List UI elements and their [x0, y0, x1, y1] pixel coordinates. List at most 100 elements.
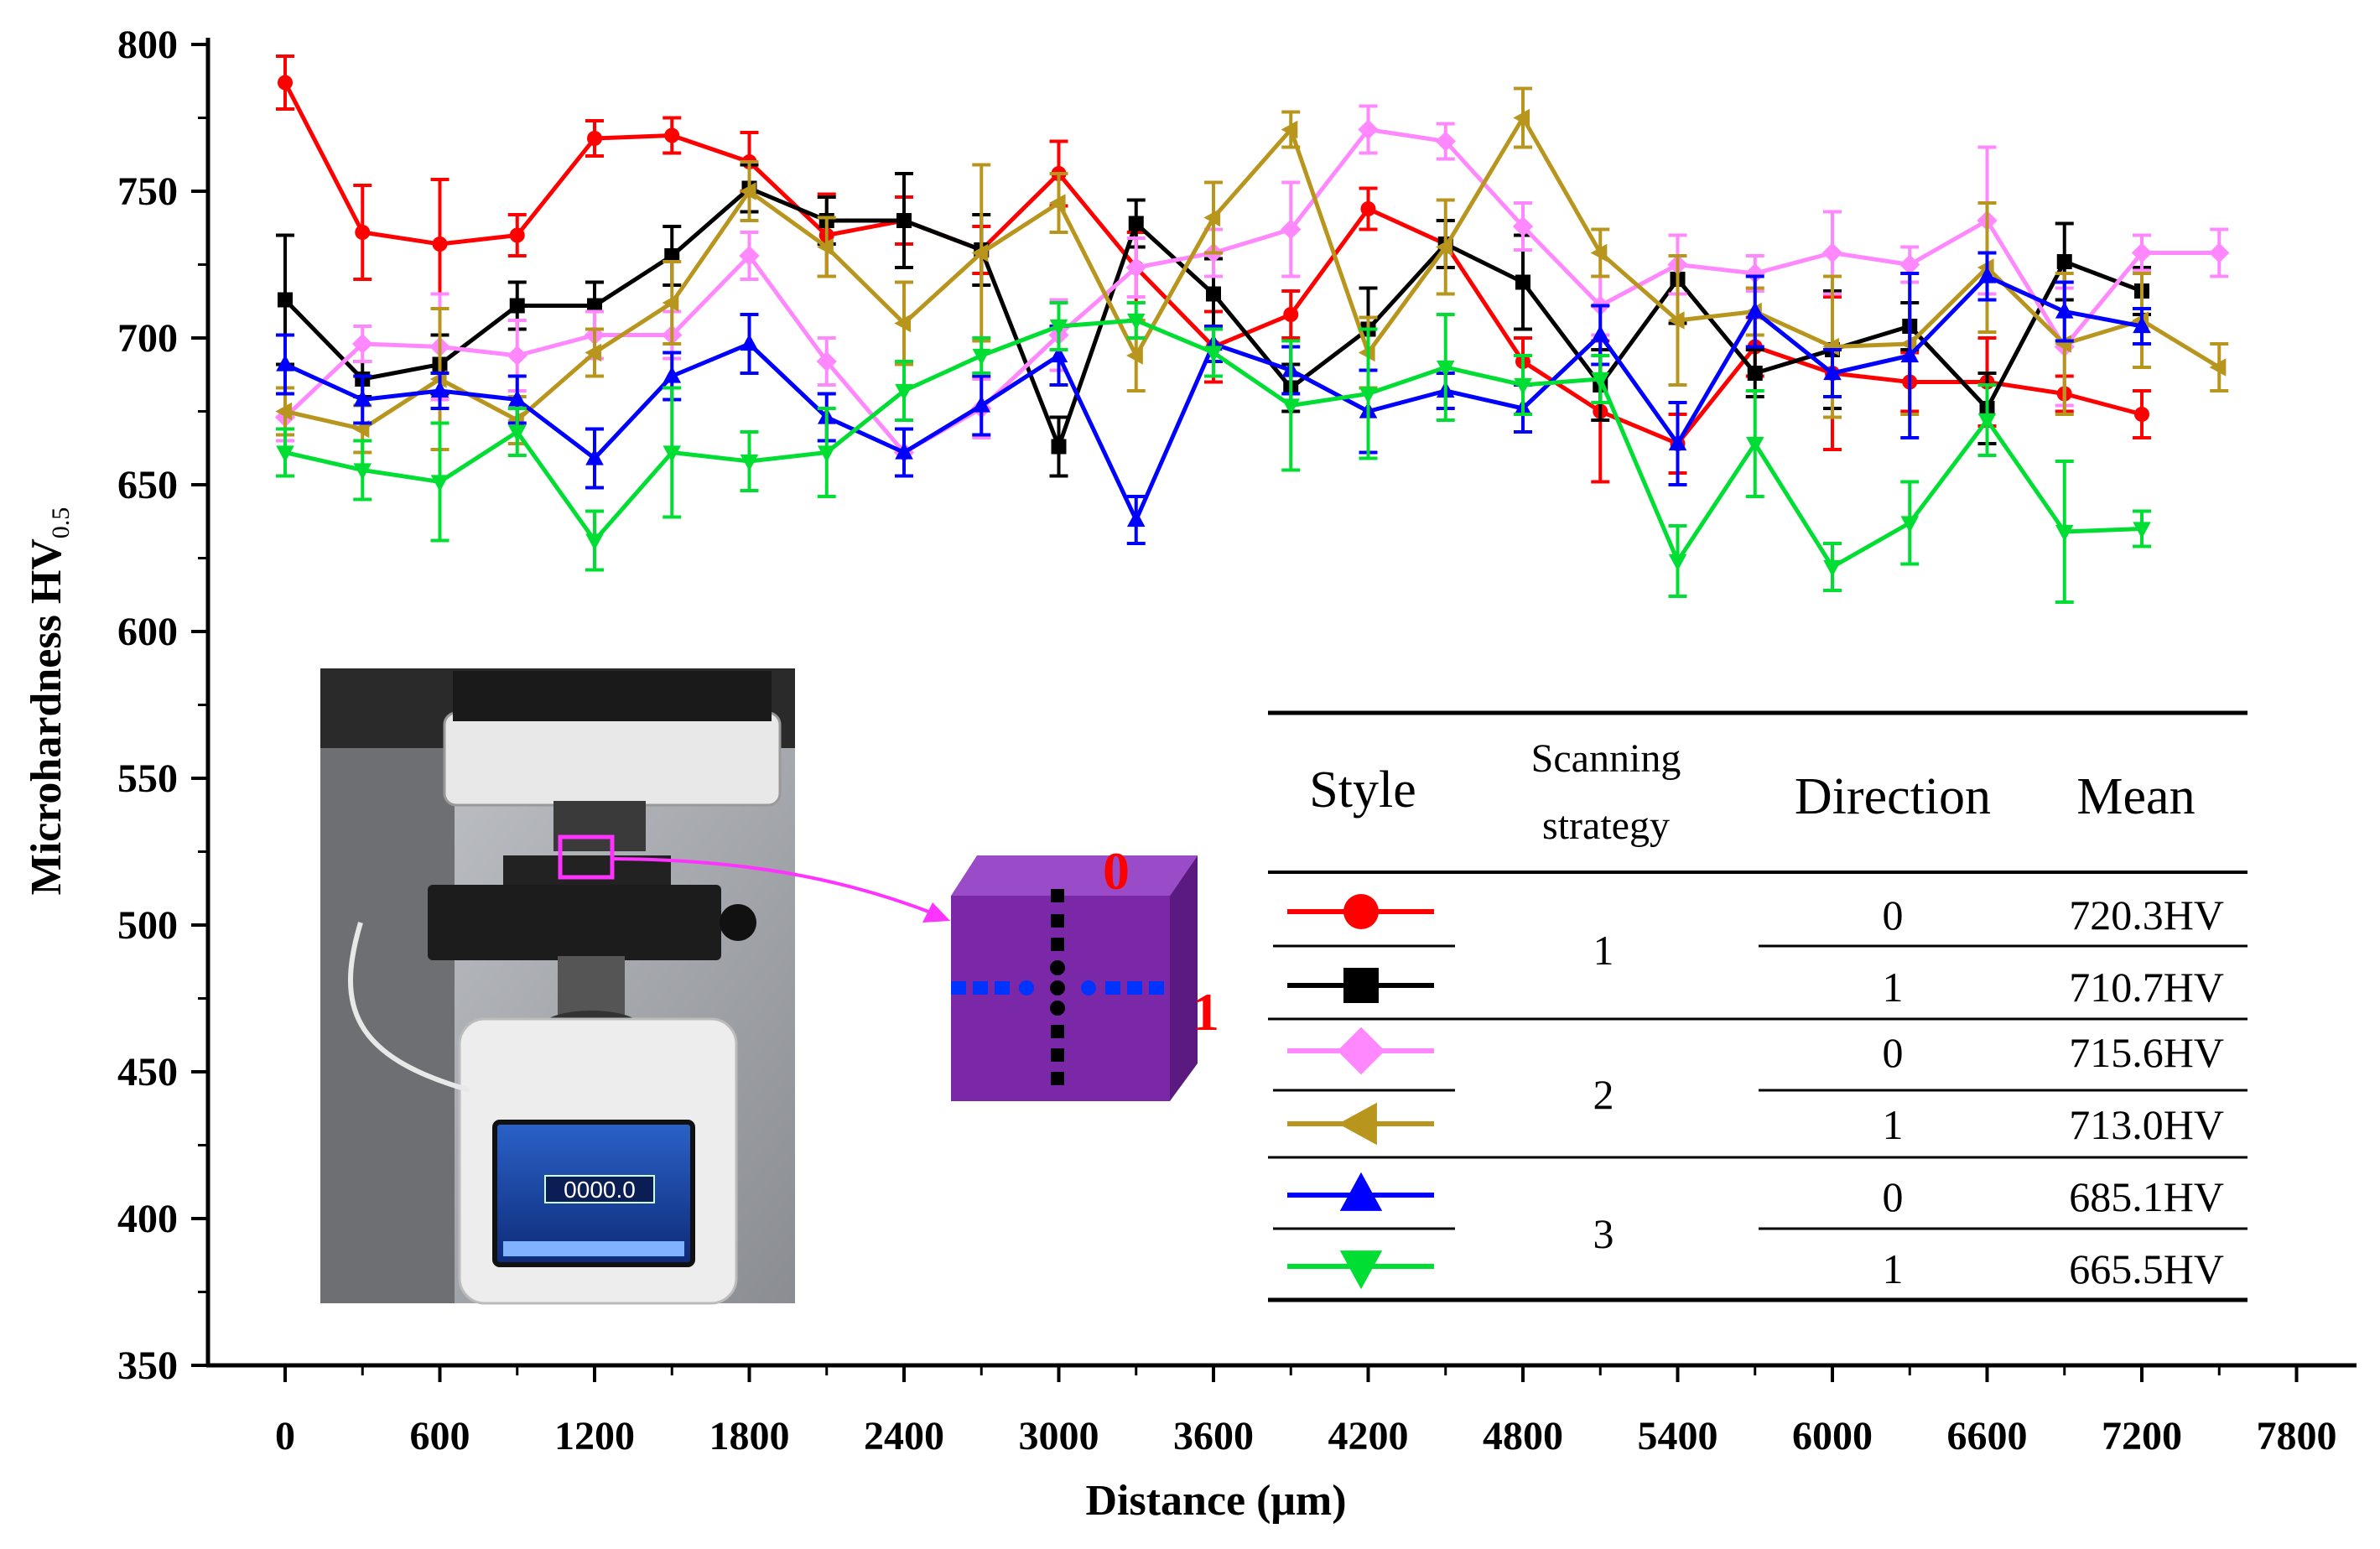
data-point	[585, 533, 604, 551]
legend-marker	[1343, 894, 1379, 929]
data-point	[663, 366, 682, 383]
x-tick-label: 4800	[1483, 1414, 1563, 1458]
strategy-3: 3	[1593, 1210, 1614, 1257]
y-axis-title-subscript: 0.5	[47, 507, 75, 539]
vertical-scan-dot	[1051, 938, 1064, 951]
data-point	[353, 463, 372, 481]
tester-knob-right	[720, 904, 756, 941]
series-line	[284, 116, 2221, 431]
y-tick-label: 800	[117, 23, 178, 67]
data-point	[1206, 286, 1221, 302]
data-point	[1899, 254, 1920, 275]
data-point	[2133, 522, 2151, 539]
data-point	[1900, 346, 1920, 363]
tester-screen-readout-box	[544, 1175, 655, 1203]
series-4	[275, 86, 2229, 455]
x-tick-label: 2400	[864, 1414, 944, 1458]
data-point	[507, 424, 527, 442]
x-tick-label: 0	[275, 1414, 295, 1458]
x-tick-label: 3000	[1019, 1414, 1099, 1458]
data-point	[1203, 208, 1221, 227]
legend-table: Style Scanning strategy Direction Mean 1…	[1268, 710, 2247, 1302]
row-direction: 1	[1883, 964, 1904, 1011]
horizontal-scan-dot	[1019, 980, 1034, 995]
row-direction: 1	[1883, 1245, 1904, 1292]
y-tick-label: 650	[117, 463, 178, 507]
data-point	[1590, 243, 1608, 262]
data-point	[585, 448, 604, 465]
tester-cable	[348, 922, 470, 1093]
data-point	[275, 402, 293, 421]
x-tick-label: 3600	[1173, 1414, 1254, 1458]
horizontal-scan-dot	[1105, 981, 1120, 995]
cube-front-face	[951, 896, 1170, 1101]
data-point	[1744, 262, 1765, 284]
tester-xy-table	[428, 885, 721, 960]
horizontal-scan-dot	[973, 981, 988, 995]
data-point	[1747, 366, 1763, 381]
x-tick-label: 5400	[1638, 1414, 1718, 1458]
data-point	[663, 445, 682, 463]
data-point	[972, 348, 991, 366]
data-point	[1126, 313, 1146, 330]
row-direction: 0	[1883, 1029, 1904, 1076]
data-point	[2134, 407, 2149, 422]
header-style: Style	[1309, 762, 1416, 819]
data-point	[1745, 436, 1764, 454]
series-layer	[274, 55, 2230, 604]
x-tick-label: 6600	[1947, 1414, 2028, 1458]
data-point	[278, 75, 293, 91]
data-point	[2055, 301, 2074, 319]
row-mean: 715.6HV	[2069, 1029, 2224, 1076]
row-direction: 1	[1883, 1101, 1904, 1148]
horizontal-scan-dot	[1081, 980, 1096, 995]
x-tick-label: 1200	[554, 1414, 635, 1458]
data-point	[1128, 216, 1144, 231]
data-point	[432, 237, 448, 252]
horizontal-scan-dot	[1127, 981, 1142, 995]
legend-marker	[1339, 1172, 1383, 1211]
data-point	[817, 237, 834, 257]
data-point	[509, 227, 525, 243]
data-point	[507, 389, 527, 407]
strategy-2: 2	[1593, 1071, 1614, 1118]
vertical-scan-dot	[1050, 1001, 1065, 1016]
horizontal-scan-dot	[951, 981, 966, 995]
x-ticks: 0 600 1200 1800 2400 3000 3600 4200 4800 5400 6000…	[275, 1365, 2337, 1458]
data-point	[276, 445, 294, 463]
data-point	[1823, 363, 1842, 381]
row-mean: 665.5HV	[2069, 1245, 2224, 1292]
data-point	[740, 454, 759, 471]
data-point	[430, 475, 449, 492]
data-point	[509, 298, 525, 314]
data-point	[895, 442, 913, 460]
data-point	[587, 298, 602, 314]
cube-side-face	[1170, 855, 1198, 1101]
x-tick-label: 6000	[1792, 1414, 1873, 1458]
header-direction: Direction	[1795, 768, 1991, 825]
data-point	[1126, 510, 1146, 528]
header-strategy-line2: strategy	[1542, 803, 1670, 848]
header-strategy-line1: Scanning	[1531, 736, 1681, 781]
strategy-1: 1	[1593, 927, 1614, 974]
data-point	[1745, 301, 1764, 319]
row-mean: 720.3HV	[2069, 891, 2224, 938]
data-point	[1668, 434, 1687, 451]
legend-marker	[1339, 1250, 1383, 1290]
y-tick-label: 750	[117, 169, 178, 214]
cube-label-top: 0	[1103, 841, 1130, 901]
zoom-arrow	[611, 857, 950, 923]
data-point	[2133, 316, 2151, 334]
tester-head-dark	[453, 671, 772, 721]
vertical-scan-dot	[1051, 1072, 1064, 1085]
tester-head	[443, 711, 782, 807]
y-tick-label: 500	[117, 903, 178, 948]
data-point	[1051, 439, 1067, 455]
tester-screen-readout: 0000.0	[564, 1177, 636, 1203]
data-point	[1900, 516, 1920, 533]
vertical-scan-dot	[1051, 889, 1064, 902]
data-point	[1358, 119, 1379, 140]
data-point	[1513, 108, 1530, 127]
